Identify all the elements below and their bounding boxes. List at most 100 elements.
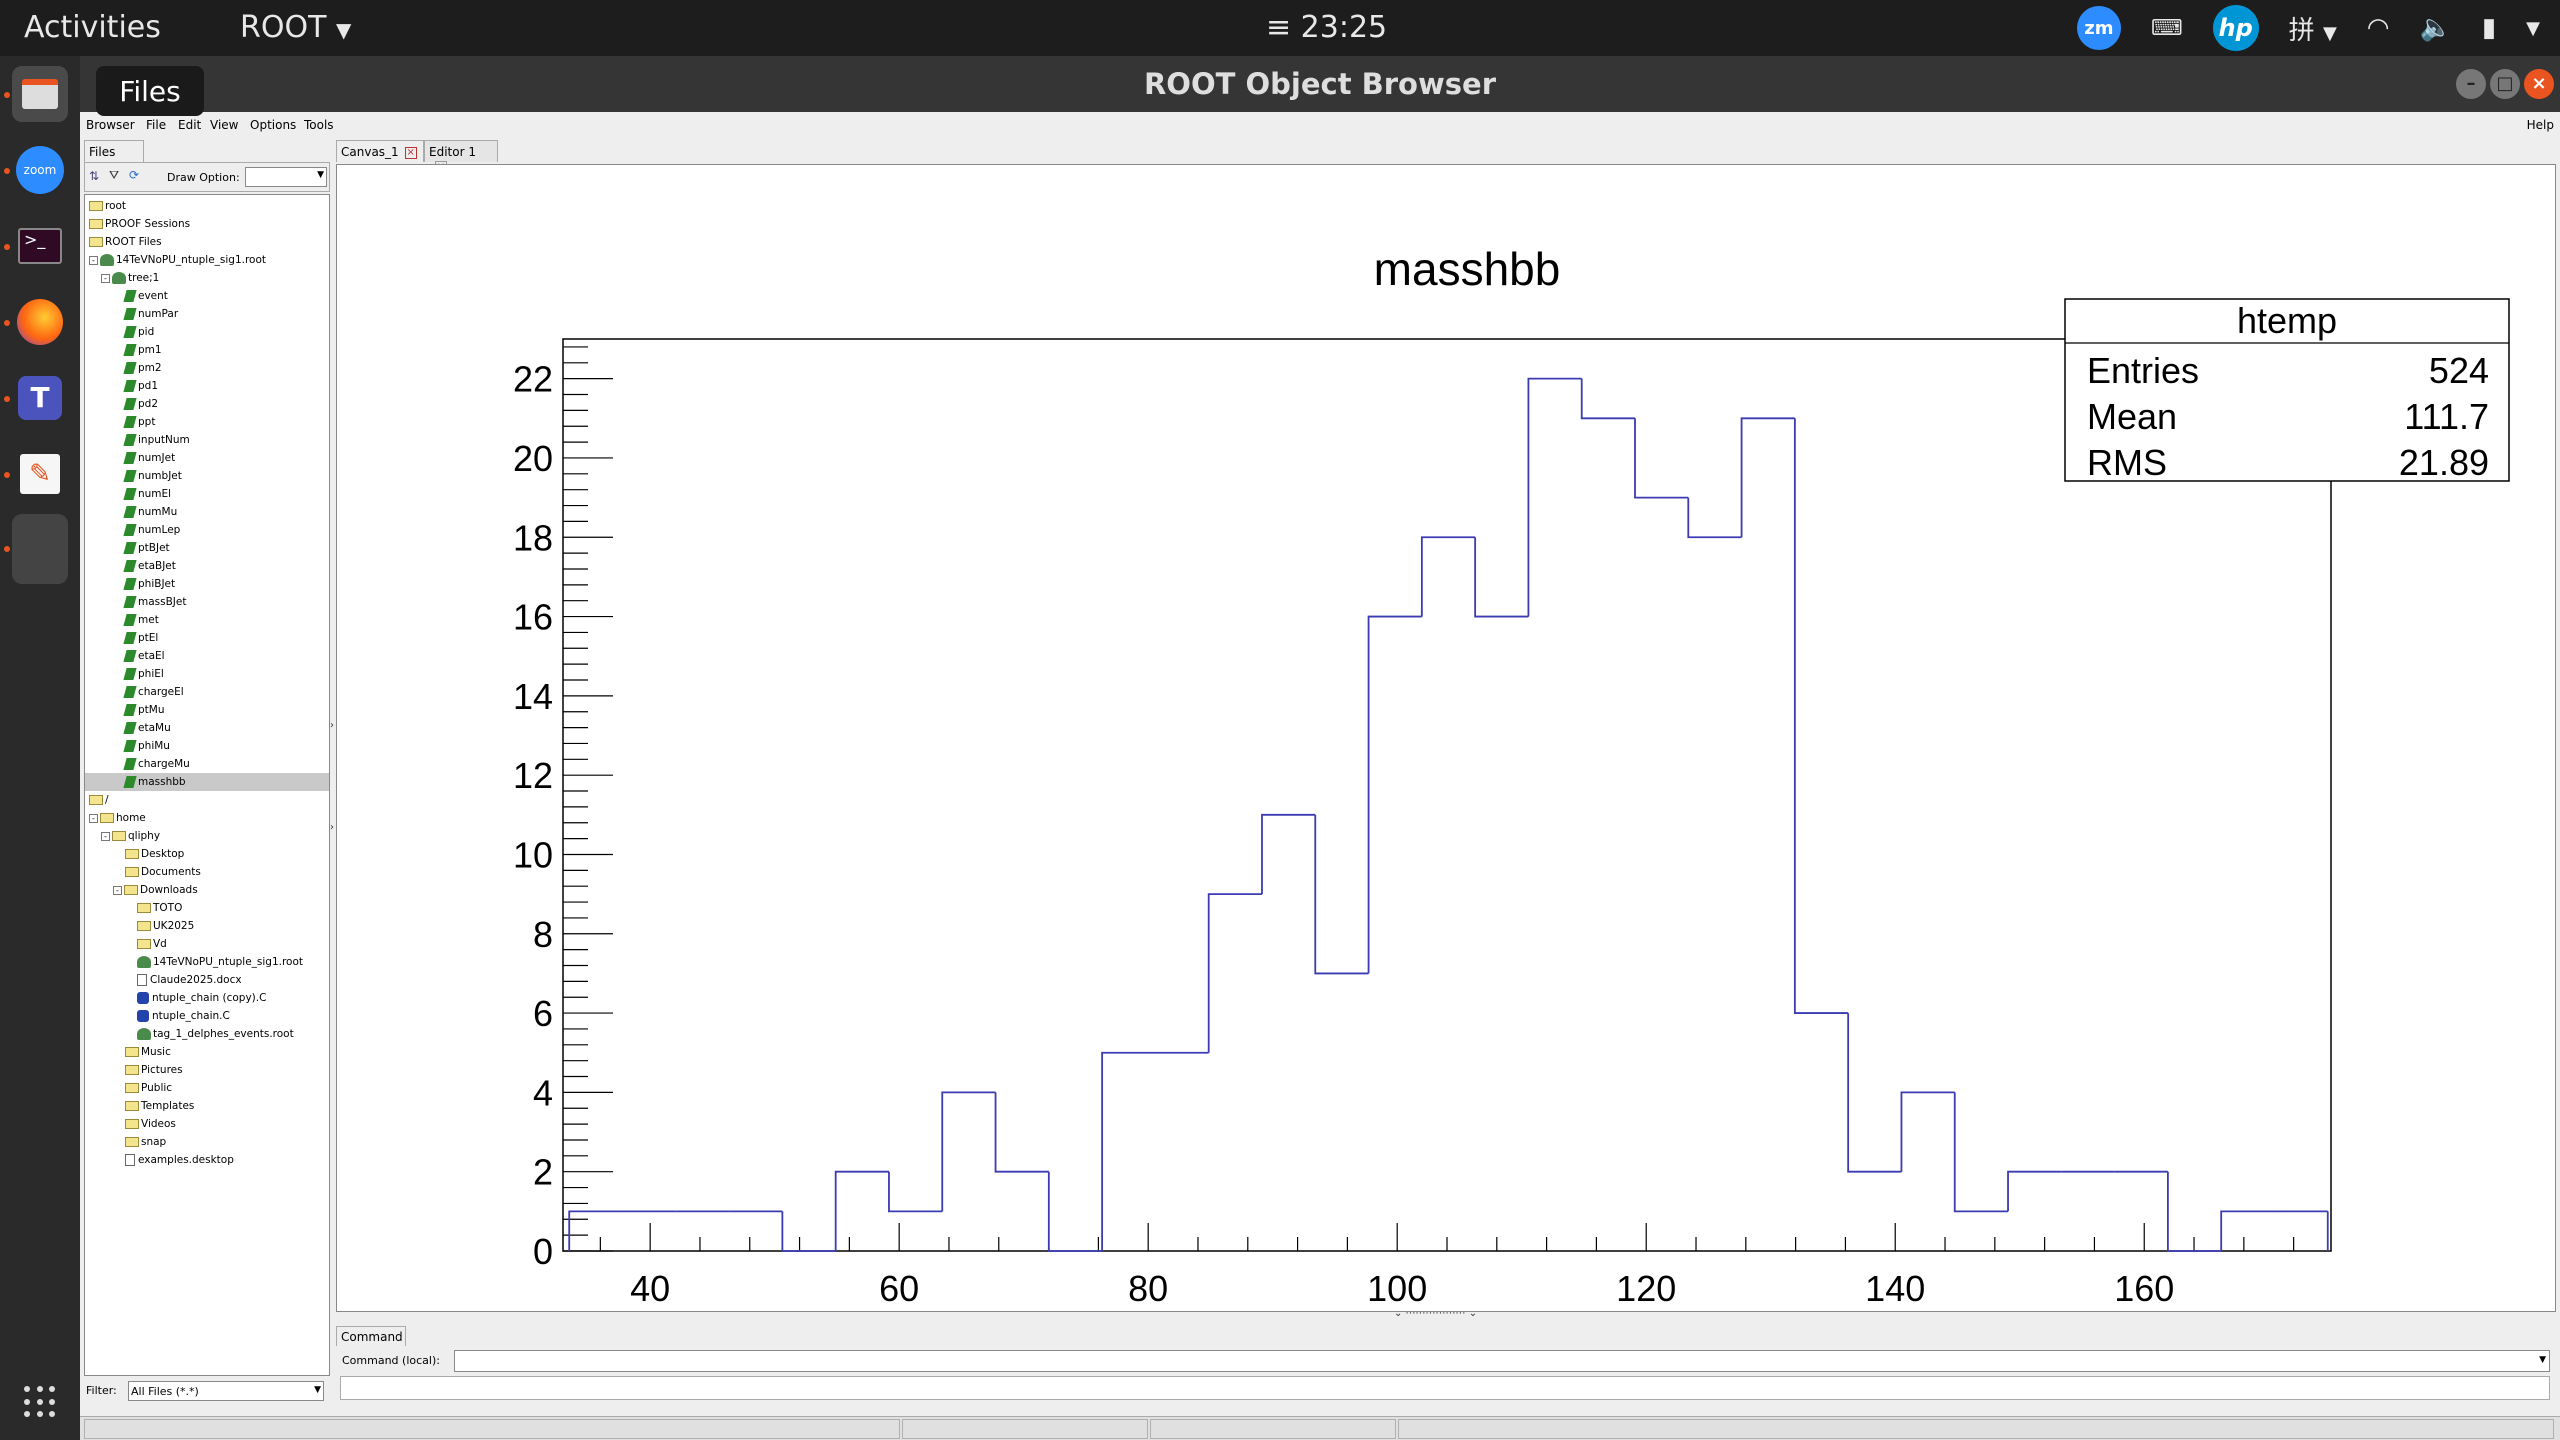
draw-option-select[interactable]: ▼ <box>245 167 327 187</box>
tree-node[interactable]: - 14TeVNoPU_ntuple_sig1.root <box>85 251 329 269</box>
tree-node[interactable]: ptMu <box>85 701 329 719</box>
tree-node[interactable]: event <box>85 287 329 305</box>
teams-app-icon[interactable]: T <box>12 370 68 426</box>
menu-options[interactable]: Options <box>250 118 297 132</box>
tree-node[interactable]: chargeEl <box>85 683 329 701</box>
tree-node[interactable]: etaEl <box>85 647 329 665</box>
close-window-button[interactable]: × <box>2524 69 2554 99</box>
tree-node[interactable]: numMu <box>85 503 329 521</box>
output-field[interactable] <box>340 1376 2550 1400</box>
file-tree[interactable]: root PROOF Sessions ROOT Files -14TeVNoPU_n… <box>84 194 330 1376</box>
keyboard-tray-icon[interactable]: ⌨ <box>2150 15 2183 41</box>
tree-node[interactable]: ptEl <box>85 629 329 647</box>
menu-view[interactable]: View <box>210 118 239 132</box>
tree-node[interactable]: tag_1_delphes_events.root <box>85 1025 329 1043</box>
tree-expander-icon[interactable]: - <box>101 831 110 841</box>
sort-icon[interactable]: ⇅ <box>89 169 100 183</box>
tree-expander-icon[interactable]: - <box>113 885 122 895</box>
tree-node[interactable]: Documents <box>85 863 329 881</box>
tab-editor-1[interactable]: Editor 1× <box>424 140 498 173</box>
tree-node[interactable]: Claude2025.docx <box>85 971 329 989</box>
activities-button[interactable]: Activities <box>24 10 161 45</box>
clock[interactable]: ≡ 23:25 <box>1266 10 1388 45</box>
tree-node[interactable]: massBJet <box>85 593 329 611</box>
tree-expander-icon[interactable]: - <box>101 273 110 283</box>
tree-node[interactable]: phiEl <box>85 665 329 683</box>
splitter-handle-icon[interactable]: ⌄ ⋯⋯⋯⋯⋯⋯ ⌄ <box>1394 1308 1478 1319</box>
refresh-icon[interactable]: ⟳ <box>129 168 140 182</box>
tree-node[interactable]: pd2 <box>85 395 329 413</box>
tree-node[interactable]: numLep <box>85 521 329 539</box>
tree-node[interactable]: - qliphy <box>85 827 329 845</box>
menu-browser[interactable]: Browser <box>86 118 135 132</box>
battery-icon[interactable]: ▮ <box>2481 13 2497 43</box>
tree-node[interactable]: masshbb <box>85 773 329 791</box>
wifi-icon[interactable]: ◠ <box>2366 13 2390 43</box>
filter-icon[interactable]: ⛛ <box>109 168 120 182</box>
tree-node[interactable]: root <box>85 197 329 215</box>
maximize-button[interactable]: □ <box>2490 69 2520 99</box>
menu-file[interactable]: File <box>146 118 167 132</box>
tree-node[interactable]: numPar <box>85 305 329 323</box>
minimize-button[interactable]: – <box>2456 69 2486 99</box>
tree-node[interactable]: Templates <box>85 1097 329 1115</box>
menu-help[interactable]: Help <box>2526 118 2554 132</box>
tree-node[interactable]: numEl <box>85 485 329 503</box>
tree-node[interactable]: Public <box>85 1079 329 1097</box>
command-input[interactable]: ▼ <box>454 1350 2550 1372</box>
firefox-app-icon[interactable] <box>12 294 68 350</box>
tree-node[interactable]: pm1 <box>85 341 329 359</box>
tree-node[interactable]: met <box>85 611 329 629</box>
tree-node[interactable]: - tree;1 <box>85 269 329 287</box>
tree-node[interactable]: phiBJet <box>85 575 329 593</box>
chevron-down-icon[interactable]: ▼ <box>2526 17 2540 39</box>
tree-node[interactable]: Pictures <box>85 1061 329 1079</box>
tab-files[interactable]: Files <box>84 140 144 162</box>
tree-node[interactable]: snap <box>85 1133 329 1151</box>
volume-icon[interactable]: 🔈 <box>2419 13 2452 43</box>
zoom-tray-icon[interactable]: zm <box>2076 6 2121 50</box>
tree-node[interactable]: pid <box>85 323 329 341</box>
tree-node[interactable]: pd1 <box>85 377 329 395</box>
tree-node[interactable]: Music <box>85 1043 329 1061</box>
tab-command[interactable]: Command <box>336 1326 406 1346</box>
tree-node[interactable]: etaBJet <box>85 557 329 575</box>
tree-node[interactable]: numJet <box>85 449 329 467</box>
tree-node[interactable]: Desktop <box>85 845 329 863</box>
tree-node[interactable]: PROOF Sessions <box>85 215 329 233</box>
tab-canvas-1[interactable]: Canvas_1 × <box>336 140 424 162</box>
tree-node[interactable]: ptBJet <box>85 539 329 557</box>
tree-node[interactable]: ROOT Files <box>85 233 329 251</box>
tree-node[interactable]: ppt <box>85 413 329 431</box>
tree-node[interactable]: - home <box>85 809 329 827</box>
tree-node[interactable]: - Downloads <box>85 881 329 899</box>
close-tab-icon[interactable]: × <box>404 146 417 159</box>
show-applications-icon[interactable] <box>24 1386 56 1418</box>
tree-node[interactable]: 14TeVNoPU_ntuple_sig1.root <box>85 953 329 971</box>
tree-node[interactable]: inputNum <box>85 431 329 449</box>
input-method-icon[interactable]: 拼 ▼ <box>2289 10 2337 47</box>
tree-node[interactable]: pm2 <box>85 359 329 377</box>
menu-tools[interactable]: Tools <box>304 118 334 132</box>
tree-node[interactable]: Videos <box>85 1115 329 1133</box>
text-editor-app-icon[interactable]: ✎ <box>12 446 68 502</box>
tree-node[interactable]: Vd <box>85 935 329 953</box>
tree-node[interactable]: TOTO <box>85 899 329 917</box>
hp-tray-icon[interactable]: hp <box>2212 5 2259 51</box>
tree-node[interactable]: etaMu <box>85 719 329 737</box>
tree-node[interactable]: numbJet <box>85 467 329 485</box>
collapse-arrow-icon[interactable]: › <box>330 720 334 731</box>
tree-node[interactable]: chargeMu <box>85 755 329 773</box>
zoom-app-icon[interactable]: zoom <box>12 142 68 198</box>
tree-node[interactable]: examples.desktop <box>85 1151 329 1169</box>
tree-node[interactable]: / <box>85 791 329 809</box>
tree-node[interactable]: ntuple_chain.C <box>85 1007 329 1025</box>
collapse-arrow-icon[interactable]: › <box>330 822 334 833</box>
app-menu[interactable]: ROOT ▼ <box>240 10 351 45</box>
filter-select[interactable]: All Files (*.*) ▼ <box>128 1381 324 1401</box>
tree-expander-icon[interactable]: - <box>89 255 98 265</box>
root-app-icon[interactable] <box>12 514 68 584</box>
tree-node[interactable]: phiMu <box>85 737 329 755</box>
terminal-app-icon[interactable]: >_ <box>12 218 68 274</box>
tree-expander-icon[interactable]: - <box>89 813 98 823</box>
